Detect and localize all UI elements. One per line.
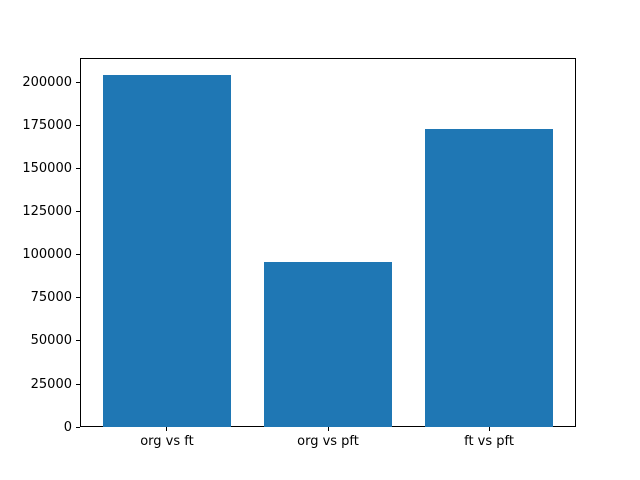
x-tick-label: org vs pft <box>297 434 359 450</box>
y-tick-mark <box>76 124 80 126</box>
y-tick-mark <box>76 383 80 385</box>
y-tick-label: 150000 <box>22 160 72 176</box>
x-tick-label: org vs ft <box>140 434 194 450</box>
y-tick-label: 50000 <box>30 333 72 349</box>
x-tick-label: ft vs pft <box>464 434 514 450</box>
bar <box>424 128 554 428</box>
y-tick-label: 25000 <box>30 376 72 392</box>
y-tick-mark <box>76 254 80 256</box>
y-tick-mark <box>76 426 80 428</box>
bar <box>263 262 393 428</box>
y-tick-mark <box>76 167 80 169</box>
y-tick-label: 125000 <box>22 204 72 219</box>
y-tick-mark <box>76 340 80 342</box>
x-tick-mark <box>166 427 168 432</box>
y-tick-label: 200000 <box>22 74 72 90</box>
y-tick-label: 175000 <box>22 117 72 133</box>
x-tick-mark <box>327 427 329 432</box>
y-tick-mark <box>76 81 80 83</box>
y-tick-mark <box>76 211 80 212</box>
y-tick-label: 75000 <box>30 290 72 306</box>
x-tick-mark <box>488 427 490 432</box>
y-tick-label: 0 <box>63 419 72 435</box>
bar <box>102 75 232 428</box>
y-tick-mark <box>76 297 80 299</box>
y-tick-label: 100000 <box>22 247 72 263</box>
